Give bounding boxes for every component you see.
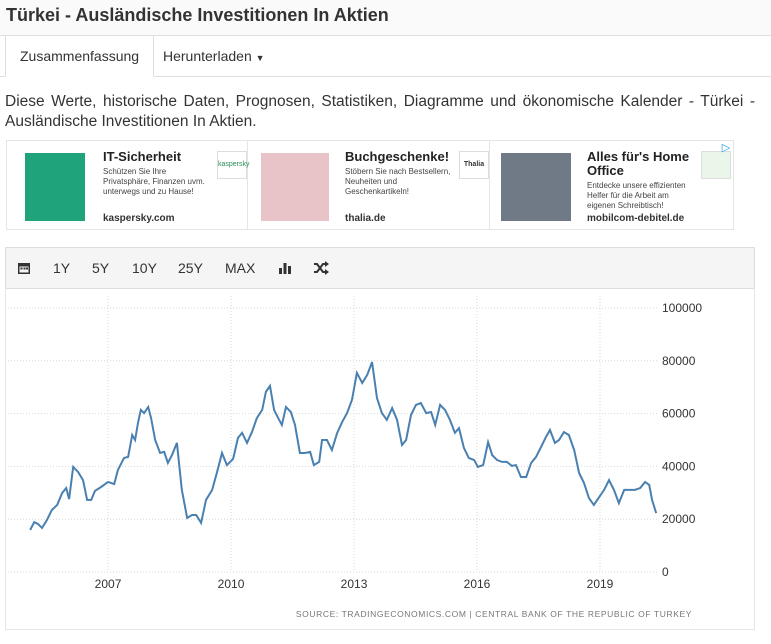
page-title: Türkei - Ausländische Investitionen In A… bbox=[6, 5, 389, 25]
calendar-icon[interactable] bbox=[17, 261, 31, 275]
x-tick-label: 2016 bbox=[464, 577, 491, 591]
ad-text: Stöbern Sie nach Bestsellern, Neuheiten … bbox=[345, 167, 451, 196]
ad-text: Schützen Sie Ihre Privatsphäre, Finanzen… bbox=[103, 167, 205, 196]
ad-title[interactable]: IT-Sicherheit bbox=[103, 149, 182, 164]
ad-choices-icon[interactable]: ▷ bbox=[721, 142, 731, 154]
x-tick-label: 2013 bbox=[341, 577, 368, 591]
ad-domain[interactable]: kaspersky.com bbox=[103, 213, 175, 224]
toolbar: 1Y 5Y 10Y 25Y MAX bbox=[5, 247, 755, 289]
range-button[interactable]: 25Y bbox=[178, 260, 203, 276]
tab[interactable]: Herunterladen ▼ bbox=[149, 36, 279, 76]
source-note: SOURCE: TRADINGECONOMICS.COM | CENTRAL B… bbox=[296, 609, 692, 619]
range-button[interactable]: 10Y bbox=[132, 260, 157, 276]
x-tick-label: 2007 bbox=[95, 577, 122, 591]
x-tick-label: 2019 bbox=[587, 577, 614, 591]
ad[interactable]: Buchgeschenke! Stöbern Sie nach Bestsell… bbox=[249, 141, 490, 229]
ad-domain[interactable]: thalia.de bbox=[345, 213, 386, 224]
range-button[interactable]: MAX bbox=[225, 260, 256, 276]
ad-logo: Thalia bbox=[459, 151, 489, 179]
y-tick-label: 100000 bbox=[662, 301, 702, 315]
ad-image bbox=[261, 153, 329, 221]
header-bar bbox=[0, 0, 771, 36]
ad[interactable]: IT-Sicherheit Schützen Sie Ihre Privatsp… bbox=[7, 141, 250, 229]
chart: 0 20000 40000 60000 80000 100000 2007 2010 2013 2… bbox=[8, 296, 702, 619]
tab-line bbox=[0, 76, 771, 77]
ad-logo: kaspersky bbox=[217, 151, 250, 179]
ad-title[interactable]: Alles für's Home Office bbox=[587, 149, 690, 178]
y-tick-label: 0 bbox=[662, 565, 669, 579]
ad-image bbox=[25, 153, 85, 221]
tab-label[interactable]: Herunterladen bbox=[163, 48, 252, 64]
ad-text: Entdecke unsere effizienten Helfer für d… bbox=[587, 181, 686, 210]
y-tick-label: 40000 bbox=[662, 459, 696, 473]
x-tick-label: 2010 bbox=[218, 577, 245, 591]
ad-image bbox=[501, 153, 571, 221]
ad-domain[interactable]: mobilcom-debitel.de bbox=[587, 213, 685, 224]
ad-title[interactable]: Buchgeschenke! bbox=[345, 149, 450, 164]
y-tick-label: 80000 bbox=[662, 354, 696, 368]
ad-banner[interactable]: IT-Sicherheit Schützen Sie Ihre Privatsp… bbox=[6, 140, 734, 230]
tab[interactable]: Zusammenfassung bbox=[5, 36, 155, 77]
ad-logo bbox=[701, 151, 731, 179]
range-button[interactable]: 5Y bbox=[92, 260, 110, 276]
range-button[interactable]: 1Y bbox=[53, 260, 71, 276]
chart-type-icon[interactable] bbox=[278, 261, 292, 275]
y-tick-label: 20000 bbox=[662, 512, 696, 526]
compare-icon[interactable] bbox=[313, 261, 329, 275]
y-tick-label: 60000 bbox=[662, 407, 696, 421]
ad[interactable]: Alles für's Home Office Entdecke unsere … bbox=[491, 141, 731, 229]
caret: ▼ bbox=[255, 53, 265, 63]
data-line bbox=[29, 361, 658, 531]
description: Diese Werte, historische Daten, Prognose… bbox=[5, 93, 755, 130]
chart-container bbox=[5, 288, 755, 630]
